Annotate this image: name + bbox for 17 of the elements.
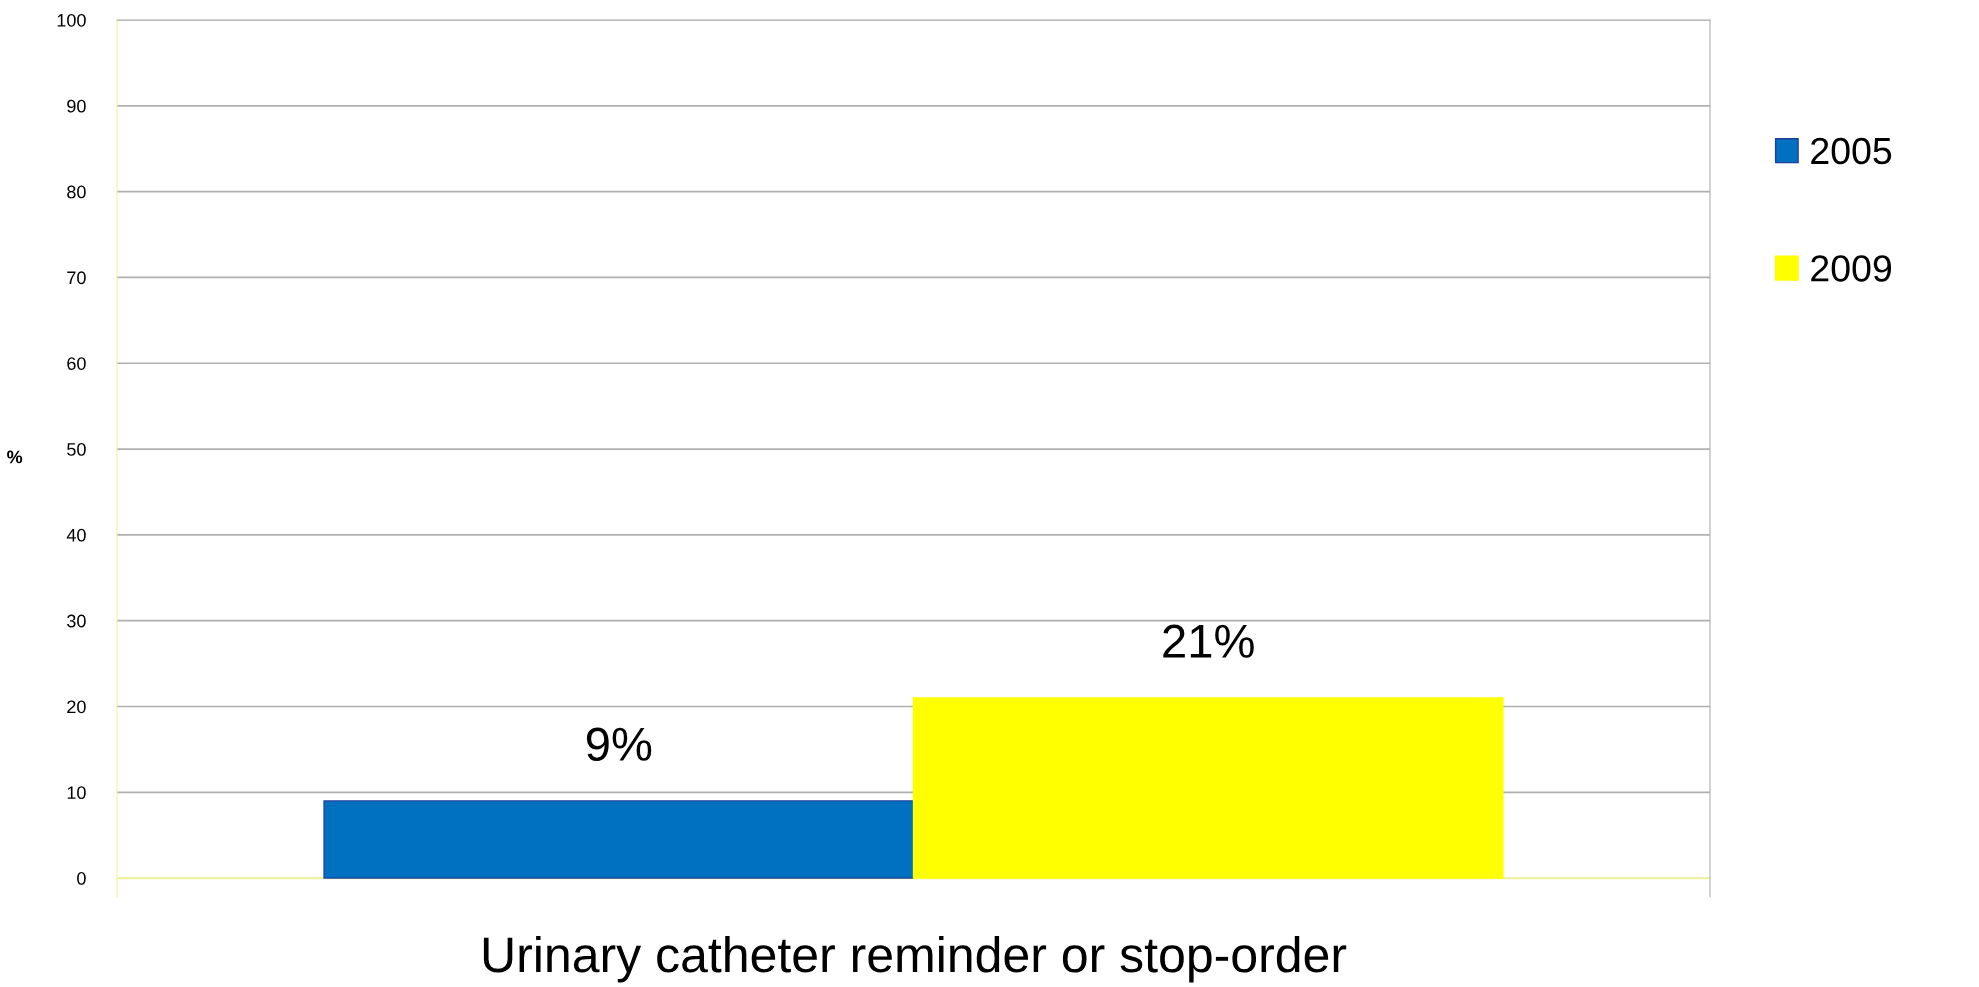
y-tick-label: 30 <box>67 614 86 628</box>
legend-label: 2009 <box>1811 255 1892 282</box>
y-tick-label: 10 <box>67 786 86 800</box>
y-tick-label: 50 <box>67 443 86 456</box>
y-tick-label: 90 <box>67 99 86 113</box>
y-tick-label: 80 <box>67 185 86 199</box>
y-tick-label: 0 <box>77 872 86 885</box>
data-label: 9% <box>586 727 652 761</box>
y-tick-label: 60 <box>67 357 86 370</box>
y-tick-label: 40 <box>66 528 86 542</box>
data-label: 21% <box>1163 624 1254 658</box>
legend-label: 2005 <box>1811 137 1892 165</box>
y-axis-title: % <box>7 450 23 464</box>
y-tick-label: 100 <box>57 13 86 27</box>
x-tick-label: Urinary catheter reminder or stop-order <box>483 935 1347 983</box>
y-tick-label: 20 <box>67 700 86 714</box>
y-tick-label: 70 <box>67 271 86 285</box>
